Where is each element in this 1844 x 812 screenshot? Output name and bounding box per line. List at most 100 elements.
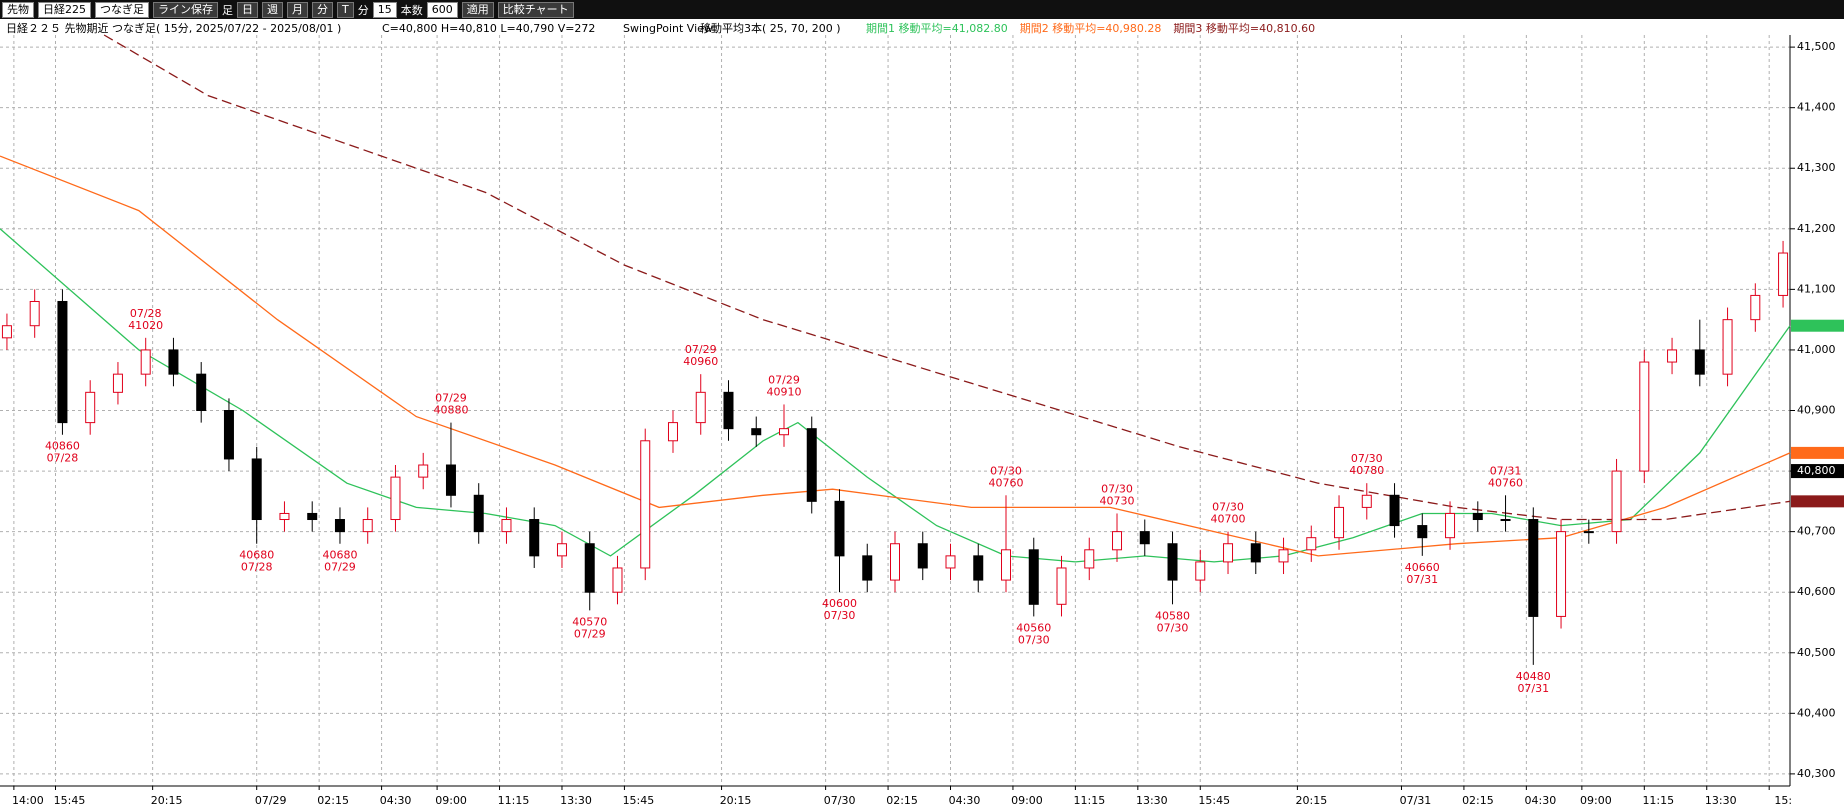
candle-body [307, 512, 318, 521]
candle-body [473, 494, 484, 533]
y-tick-label: 40,500 [1797, 646, 1836, 659]
candle-body [362, 519, 373, 533]
candle-body [418, 464, 429, 478]
swing-price: 40660 [1405, 561, 1440, 574]
candle-body [29, 300, 40, 327]
x-tick-label: 13:30 [560, 794, 592, 807]
candle-body [1445, 512, 1456, 539]
month-button[interactable]: 月 [287, 1, 308, 18]
candle-body [1306, 537, 1317, 551]
y-tick-label: 41,400 [1797, 101, 1836, 114]
candle-body [917, 543, 928, 569]
y-tick-label: 40,600 [1797, 585, 1836, 598]
x-tick-label: 20:15 [1296, 794, 1328, 807]
candle-body [1195, 561, 1206, 581]
day-button[interactable]: 日 [237, 1, 258, 18]
candle-body [1084, 549, 1095, 569]
candle-body [1639, 361, 1650, 472]
interval-input[interactable]: 15 [372, 1, 397, 18]
candle-body [1500, 519, 1511, 522]
candle-body [1001, 549, 1012, 581]
swing-date: 07/29 [574, 627, 606, 640]
x-tick-label: 20:15 [151, 794, 183, 807]
y-tick-label: 40,300 [1797, 767, 1836, 780]
week-button[interactable]: 週 [262, 1, 283, 18]
candle-body [1278, 549, 1289, 563]
swing-date: 07/30 [1351, 452, 1383, 465]
mode-select[interactable]: つなぎ足 [95, 1, 149, 18]
y-tick-label: 40,400 [1797, 706, 1836, 719]
compare-button[interactable]: 比較チャート [497, 1, 574, 18]
candle-body [890, 543, 900, 581]
y-tick-label: 40,900 [1797, 404, 1836, 417]
candle-body [1417, 525, 1428, 539]
swing-date: 07/30 [1018, 633, 1050, 646]
candle-body [667, 422, 678, 442]
x-tick-label: 13:30 [1136, 794, 1168, 807]
candle-body [390, 476, 401, 521]
swing-price: 40560 [1016, 621, 1051, 634]
y-tick-label: 41,000 [1797, 343, 1836, 356]
x-tick-label: 04:30 [949, 794, 981, 807]
market-select[interactable]: 先物 [2, 1, 34, 18]
count-input[interactable]: 600 [426, 1, 458, 18]
x-tick-label: 02:15 [317, 794, 349, 807]
x-tick-label: 15: [1774, 794, 1792, 807]
x-tick-label: 09:00 [1011, 794, 1043, 807]
ma-label: 移動平均3本( 25, 70, 200 ) [700, 21, 841, 35]
x-tick-label: 07/30 [824, 794, 856, 807]
save-button[interactable]: ライン保存 [153, 1, 218, 18]
info-line: 日経２２５ 先物期近 つなぎ足( 15分, 2025/07/22 - 2025/… [6, 21, 841, 35]
y-tick-label: 41,300 [1797, 161, 1836, 174]
candle-body [1389, 494, 1400, 527]
x-tick-label: 20:15 [720, 794, 752, 807]
background [0, 19, 1844, 812]
ma-line [0, 228, 1791, 563]
swing-date: 07/31 [1406, 573, 1438, 586]
candle-body [529, 519, 540, 557]
candle-body [778, 428, 789, 436]
candle-body [279, 512, 290, 521]
swing-date: 07/28 [47, 452, 79, 465]
candle-body [223, 410, 234, 460]
candle-body [1028, 549, 1039, 605]
candle-body [945, 555, 956, 569]
apply-button[interactable]: 適用 [461, 1, 494, 18]
chart-title: 日経２２５ 先物期近 つなぎ足( 15分, 2025/07/22 - 2025/… [6, 21, 341, 35]
x-tick-label: 11:15 [1642, 794, 1674, 807]
symbol-select[interactable]: 日経225 [38, 1, 91, 18]
swing-date: 07/28 [130, 307, 162, 320]
tick-button[interactable]: T [337, 1, 354, 18]
candle-body [1472, 512, 1483, 521]
swing-price: 40960 [683, 355, 718, 368]
swing-price: 40860 [45, 440, 80, 453]
swing-date: 07/28 [241, 561, 273, 574]
x-tick-label: 09:00 [1580, 794, 1612, 807]
interval-unit: 分 [357, 3, 369, 17]
candle-body [751, 428, 762, 436]
candle-body [1722, 319, 1733, 375]
candle-body [556, 543, 567, 557]
candle-body [862, 555, 873, 581]
candle-body [140, 349, 151, 375]
x-tick-label: 15:45 [623, 794, 655, 807]
swing-date: 07/30 [824, 609, 856, 622]
quote: C=40,800 H=40,810 L=40,790 V=272 [382, 22, 595, 35]
candle-body [640, 440, 651, 569]
swing-price: 40760 [1488, 476, 1523, 489]
candle-body [1694, 349, 1705, 375]
candle-body [612, 567, 623, 593]
candle-body [57, 300, 68, 424]
legend-entry: 期間3 移動平均=40,810.60 [1173, 21, 1315, 35]
swing-price: 40780 [1349, 464, 1384, 477]
x-tick-label: 02:15 [886, 794, 918, 807]
swing-date: 07/29 [324, 561, 356, 574]
candle-body [1750, 294, 1761, 321]
minute-button[interactable]: 分 [312, 1, 333, 18]
y-tick-label: 41,200 [1797, 222, 1836, 235]
candle-body [723, 391, 734, 430]
view-label: SwingPoint View [623, 22, 713, 35]
swing-price: 40480 [1516, 670, 1551, 683]
candle-body [168, 349, 179, 375]
